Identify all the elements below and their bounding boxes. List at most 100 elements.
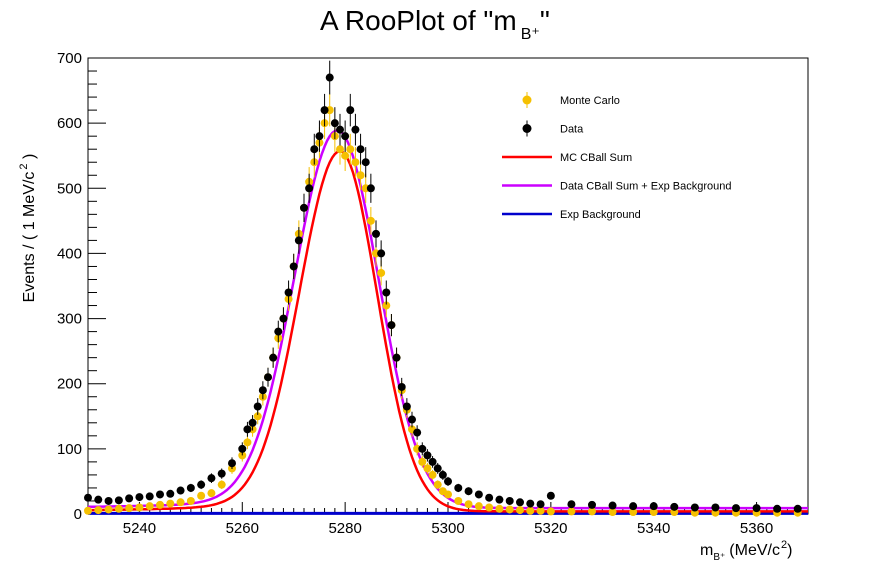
data-point [104, 505, 113, 514]
data-point [84, 506, 92, 515]
y-tick-label: 300 [57, 311, 82, 328]
data-point [156, 490, 164, 499]
mc-cball-sum-curve [87, 149, 808, 513]
data-point [274, 327, 283, 336]
data-point [474, 502, 483, 511]
data-point [690, 503, 699, 512]
x-tick-label: 5340 [637, 520, 670, 537]
y-tick-label: 200 [57, 376, 82, 393]
data-point [125, 504, 134, 513]
data-point [454, 483, 463, 492]
data-point [454, 496, 463, 505]
data-point [505, 505, 514, 514]
y-tick-label: 100 [57, 441, 82, 458]
data-point [294, 236, 303, 245]
data-point [505, 496, 514, 505]
data-point [207, 489, 216, 498]
data-point [516, 498, 524, 507]
data-point [413, 428, 422, 437]
data-point [418, 444, 427, 453]
data-point [305, 184, 314, 193]
data-point [346, 145, 355, 154]
x-tick-label: 5240 [123, 520, 156, 537]
data-point [197, 480, 206, 489]
data-point [243, 425, 252, 434]
data-point [166, 499, 175, 508]
data-point [438, 470, 447, 479]
x-tick-label: 5320 [534, 520, 567, 537]
data-point [258, 386, 267, 395]
data-point [84, 493, 92, 502]
data-point [325, 73, 334, 82]
data-point [320, 106, 329, 115]
data-point [330, 119, 339, 128]
data-point [346, 106, 355, 115]
data-point [402, 402, 411, 411]
x-tick-label: 5360 [740, 520, 773, 537]
data-point [428, 457, 437, 466]
data-point [536, 500, 545, 509]
data-point [264, 373, 272, 382]
data-point [382, 301, 391, 310]
data-point [608, 501, 617, 510]
x-axis-label: mB⁺ (MeV/c2) [700, 539, 792, 563]
data-point [773, 504, 782, 513]
data-point [341, 132, 350, 141]
data-point [361, 158, 370, 167]
data-point [356, 145, 365, 154]
data-point [135, 493, 144, 502]
y-tick-label: 0 [74, 506, 82, 523]
data-point [341, 151, 350, 160]
data-point [408, 415, 416, 424]
legend-marker [522, 124, 532, 133]
data-point [546, 507, 555, 516]
data-point [433, 480, 442, 489]
data-point [300, 203, 308, 212]
data-point [732, 504, 740, 513]
legend-label: Monte Carlo [560, 95, 620, 107]
data-point [711, 503, 720, 512]
axis-ticks: 5240 5260 5280 5300 5320 5340 5360 0 100 200 300 40… [57, 50, 809, 537]
data-point [284, 288, 293, 297]
data-point [217, 480, 226, 489]
data-point [649, 508, 658, 517]
y-tick-label: 700 [57, 50, 82, 67]
data-point [464, 487, 473, 496]
data-point [145, 502, 154, 511]
data-point [135, 503, 144, 512]
data-point [186, 496, 195, 505]
x-tick-label: 5280 [328, 520, 361, 537]
data-point [207, 474, 216, 483]
data-point [176, 498, 185, 507]
x-tick-label: 5300 [431, 520, 464, 537]
data-point [279, 314, 288, 323]
chart-title: A RooPlot of "m B⁺" [320, 5, 550, 43]
data-point [377, 249, 386, 258]
data-point [392, 353, 401, 362]
y-axis-label: Events / ( 1 MeV/c2 ) [18, 154, 38, 303]
data-point [629, 508, 638, 517]
data-point [145, 492, 154, 501]
data-point [444, 490, 452, 499]
data-point [382, 288, 391, 297]
data-point [474, 490, 483, 499]
data-point [464, 500, 473, 509]
data-point [269, 353, 278, 362]
data-point [114, 504, 123, 513]
data-point [197, 491, 206, 500]
data-point [387, 321, 396, 330]
data-point [793, 504, 802, 513]
data-point [418, 457, 427, 466]
legend-label: Data CBall Sum + Exp Background [560, 181, 732, 193]
data-point [397, 382, 406, 391]
data-point [248, 418, 257, 427]
data-point [423, 451, 432, 460]
data-point [125, 494, 134, 503]
data-point [377, 268, 386, 277]
data-point [238, 444, 247, 453]
data-point [243, 438, 252, 447]
data-point [372, 229, 380, 238]
